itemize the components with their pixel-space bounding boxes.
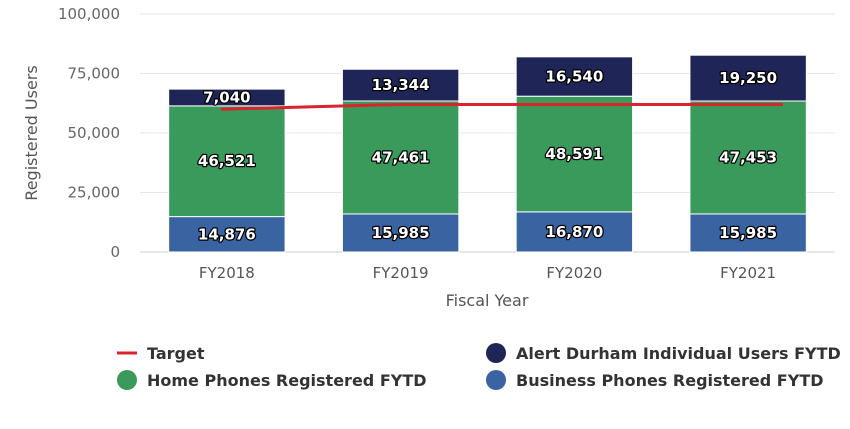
legend-circle-icon — [117, 370, 137, 390]
legend-item[interactable]: Alert Durham Individual Users FYTD — [486, 343, 841, 363]
data-label: 15,985 — [719, 224, 777, 242]
legend-item[interactable]: Target — [117, 344, 205, 363]
bar-segment — [341, 68, 460, 102]
data-label: 7,040 — [203, 88, 250, 106]
y-tick-label: 0 — [110, 243, 120, 261]
legend-circle-icon — [486, 343, 506, 363]
x-axis-title: Fiscal Year — [446, 291, 529, 310]
data-label: 15,985 — [372, 224, 430, 242]
y-tick-label: 100,000 — [58, 5, 120, 23]
y-tick-label: 25,000 — [68, 184, 121, 202]
data-label: 16,870 — [545, 223, 603, 241]
target-line-layer — [221, 102, 784, 111]
legend-circle-icon — [486, 370, 506, 390]
bar-segment — [515, 211, 634, 253]
bar-segment — [689, 54, 807, 102]
y-tick-label: 75,000 — [68, 65, 121, 83]
bar-segment — [168, 216, 286, 253]
data-label: 13,344 — [372, 76, 430, 94]
data-label: 19,250 — [719, 69, 777, 87]
target-line — [221, 102, 784, 111]
bars — [168, 54, 807, 253]
legend: Target Alert Durham Individual Users FYTD… — [117, 343, 841, 390]
legend-label: Home Phones Registered FYTD — [147, 371, 427, 390]
data-label: 47,461 — [372, 148, 430, 166]
x-tick-label: FY2018 — [199, 264, 255, 282]
bar-segment — [168, 88, 286, 107]
bar-segment — [341, 213, 460, 253]
data-label: 48,591 — [545, 145, 603, 163]
bar-segment — [515, 56, 634, 97]
x-tick-label: FY2020 — [546, 264, 602, 282]
y-tick-label: 50,000 — [68, 124, 121, 142]
bar-segment — [689, 213, 807, 253]
data-labels: 14,876 46,521 7,040 FY2018 15,985 47,461 13,34… — [197, 66, 779, 282]
x-tick-label: FY2019 — [373, 264, 429, 282]
data-label: 16,540 — [545, 68, 603, 86]
bar-segment — [168, 105, 286, 218]
bar-segment — [689, 100, 807, 215]
y-axis-title: Registered Users — [22, 65, 41, 200]
data-label: 46,521 — [198, 152, 256, 170]
legend-label: Alert Durham Individual Users FYTD — [516, 344, 841, 363]
x-tick-label: FY2021 — [720, 264, 776, 282]
legend-item[interactable]: Business Phones Registered FYTD — [486, 370, 824, 390]
data-label: 47,453 — [719, 148, 777, 166]
legend-item[interactable]: Home Phones Registered FYTD — [117, 370, 427, 390]
bar-segment — [341, 100, 460, 215]
data-label: 14,876 — [198, 225, 256, 243]
legend-label: Target — [147, 344, 205, 363]
axes: Fiscal Year Registered Users — [22, 65, 529, 310]
legend-label: Business Phones Registered FYTD — [516, 371, 824, 390]
